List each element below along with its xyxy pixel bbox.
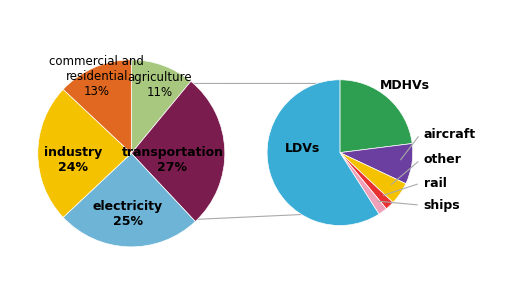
Wedge shape xyxy=(340,143,413,184)
Text: rail: rail xyxy=(424,177,446,190)
Text: commercial and
residential
13%: commercial and residential 13% xyxy=(49,55,144,98)
Text: industry
24%: industry 24% xyxy=(44,146,103,174)
Wedge shape xyxy=(340,153,406,202)
Text: other: other xyxy=(424,154,462,166)
Text: agriculture
11%: agriculture 11% xyxy=(127,71,192,99)
Wedge shape xyxy=(340,153,393,209)
Text: transportation
27%: transportation 27% xyxy=(121,146,223,174)
Text: LDVs: LDVs xyxy=(284,143,320,156)
Wedge shape xyxy=(267,80,379,226)
Wedge shape xyxy=(63,153,195,247)
Wedge shape xyxy=(131,60,191,153)
Text: aircraft: aircraft xyxy=(424,128,476,141)
Text: ships: ships xyxy=(424,199,461,212)
Wedge shape xyxy=(340,80,412,153)
Wedge shape xyxy=(38,89,131,217)
Wedge shape xyxy=(63,60,131,153)
Text: MDHVs: MDHVs xyxy=(380,79,430,92)
Wedge shape xyxy=(131,81,225,221)
Wedge shape xyxy=(340,153,386,214)
Text: electricity
25%: electricity 25% xyxy=(92,200,163,228)
